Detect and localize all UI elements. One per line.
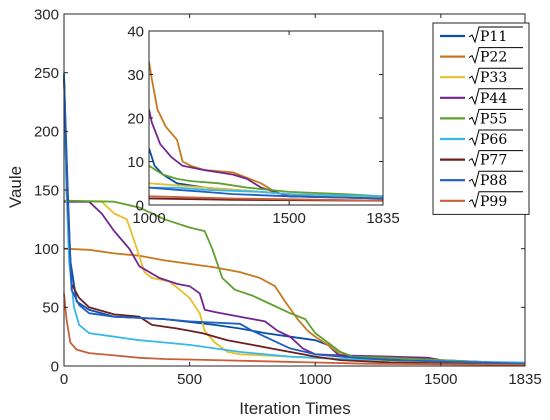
legend-label-p55: P55 — [480, 111, 507, 127]
y-axis-label: Vaule — [6, 166, 25, 208]
inset-x-tick-label: 1835 — [366, 210, 399, 227]
legend: P11 P22 P33 P44 P55 P66 P77 P88 P99 — [432, 22, 530, 215]
legend-sqrt-icon — [468, 150, 523, 168]
inset-x-tick-label: 1000 — [132, 210, 165, 227]
inset-y-tick-label: 40 — [127, 23, 144, 40]
inset-series-line-p55 — [149, 165, 383, 198]
main-series-group — [63, 72, 526, 366]
legend-sqrt-icon — [468, 191, 523, 209]
inset-x-tick-label: 1500 — [272, 210, 305, 227]
legend-sqrt-icon — [468, 129, 523, 147]
legend-label-p66: P66 — [480, 132, 507, 148]
inset-y-tick-label: 30 — [127, 67, 144, 84]
inset-series-line-p99 — [149, 195, 383, 202]
x-tick-label: 0 — [60, 371, 68, 388]
inset-series-line-p88 — [149, 186, 383, 200]
legend-sqrt-icon — [468, 88, 523, 106]
y-tick-label: 150 — [34, 182, 59, 199]
inset-series-line-p44 — [149, 109, 383, 200]
series-line-p77 — [63, 78, 526, 366]
y-tick-label: 300 — [34, 6, 59, 23]
inset-series-group — [149, 61, 383, 202]
y-tick-label: 100 — [34, 241, 59, 258]
legend-sqrt-icon — [468, 170, 523, 188]
inset-y-tick-label: 10 — [127, 154, 144, 171]
x-tick-label: 1000 — [299, 371, 332, 388]
y-tick-label: 250 — [34, 65, 59, 82]
legend-label-p99: P99 — [480, 194, 507, 210]
series-line-p44 — [64, 200, 526, 365]
legend-sqrt-icon — [468, 108, 523, 126]
legend-sqrt-icon — [468, 47, 523, 65]
legend-label-p44: P44 — [480, 91, 507, 107]
inset-y-tick-label: 0 — [136, 197, 144, 214]
inset-y-tick-label: 20 — [127, 110, 144, 127]
y-tick-label: 50 — [42, 300, 59, 317]
legend-sqrt-icon — [468, 67, 523, 85]
series-line-p66 — [63, 72, 526, 364]
legend-label-p77: P77 — [480, 153, 507, 169]
legend-label-p33: P33 — [480, 70, 507, 86]
inset-chart: 1000 1500 1835 0 10 20 30 40 — [127, 23, 399, 227]
x-tick-label: 1500 — [424, 371, 457, 388]
y-tick-label: 200 — [34, 124, 59, 141]
x-tick-label: 1835 — [508, 371, 541, 388]
inset-series-line-p66 — [149, 186, 383, 198]
legend-label-p88: P88 — [480, 173, 507, 189]
y-tick-label: 0 — [51, 358, 59, 375]
inset-background — [149, 31, 383, 205]
legend-label-p22: P22 — [480, 50, 507, 66]
x-axis-label: Iteration Times — [239, 399, 351, 418]
x-tick-label: 500 — [177, 371, 202, 388]
series-line-p88 — [63, 74, 526, 365]
legend-sqrt-icon — [468, 26, 523, 44]
legend-label-p11: P11 — [480, 29, 507, 45]
series-line-p55 — [63, 199, 526, 365]
